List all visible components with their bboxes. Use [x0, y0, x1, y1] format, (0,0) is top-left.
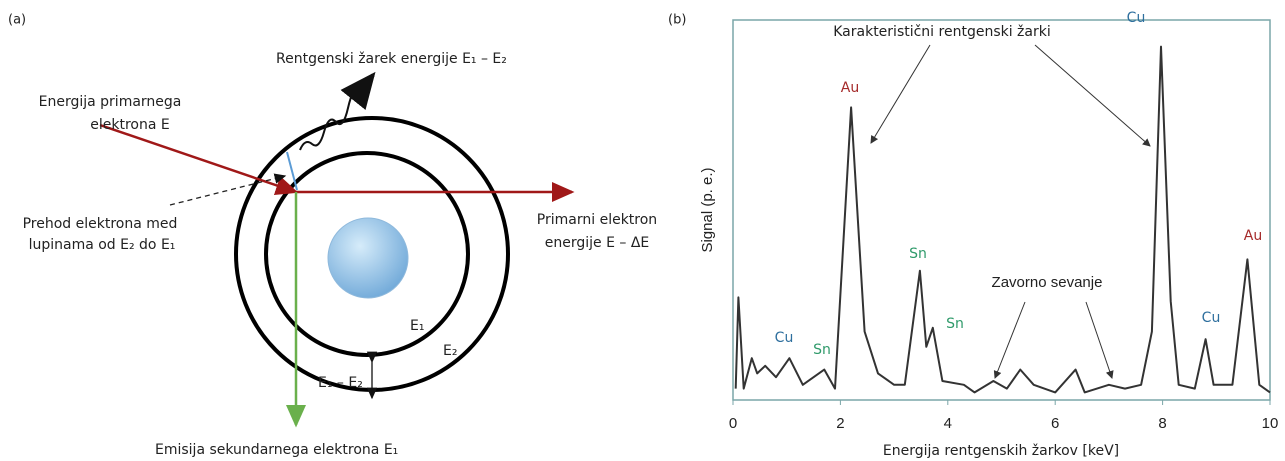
peak-label: Cu: [1202, 310, 1221, 326]
x-tick-label: 2: [836, 415, 844, 432]
label: E₁: [410, 318, 424, 334]
x-tick-label: 10: [1262, 415, 1279, 432]
x-tick-label: 8: [1158, 415, 1166, 432]
annotation: Zavorno sevanje: [992, 274, 1103, 291]
x-tick-label: 4: [944, 415, 952, 432]
label: Rentgenski žarek energije E₁ – E₂: [276, 51, 507, 67]
label: energije E – ΔE: [545, 235, 650, 251]
pointer: [870, 44, 931, 144]
label: Energija primarnega: [39, 94, 182, 110]
spectrum-line: [734, 45, 1271, 394]
label: elektrona E: [90, 117, 169, 133]
label: Emisija sekundarnega elektrona E₁: [155, 442, 398, 458]
peak-label: Au: [1244, 228, 1262, 244]
transition: [286, 151, 298, 191]
label: Prehod elektrona med: [23, 216, 178, 232]
diagram: (a) Rentgenski žarek energije E₁ – E₂ En…: [8, 13, 657, 459]
peak-label: Sn: [813, 342, 831, 358]
plot-frame: [732, 19, 1271, 401]
xray-arrow: [340, 71, 376, 110]
x-axis-label: Energija rentgenskih žarkov [keV]: [883, 443, 1119, 459]
peak-label: Sn: [909, 246, 927, 262]
nucleus: [327, 217, 409, 299]
x-tick-label: 0: [729, 415, 737, 432]
x-tick-label: 6: [1051, 415, 1059, 432]
annotation: Karakteristični rentgenski žarki: [833, 24, 1051, 40]
pointer: [1085, 301, 1114, 379]
peak-label: Cu: [1127, 10, 1146, 26]
dashed-pointer: [169, 173, 287, 206]
peak-label: Sn: [946, 316, 964, 332]
label: lupinama od E₂ do E₁: [29, 237, 176, 253]
pointer: [1034, 44, 1151, 147]
primary-electron: [99, 123, 299, 195]
y-axis-label: Signal (p. e.): [699, 167, 716, 252]
label: E₁ – E₂: [318, 375, 363, 391]
pointer: [993, 301, 1026, 379]
panel-label: (a): [8, 13, 26, 28]
label: E₂: [443, 343, 457, 359]
peak-label: Au: [841, 80, 859, 96]
chart: (b) Energija rentgenskih žarkov [keV] Si…: [668, 10, 1278, 459]
peak-label: Cu: [775, 330, 794, 346]
label: Primarni elektron: [537, 212, 657, 228]
panel-label: (b): [668, 13, 686, 28]
